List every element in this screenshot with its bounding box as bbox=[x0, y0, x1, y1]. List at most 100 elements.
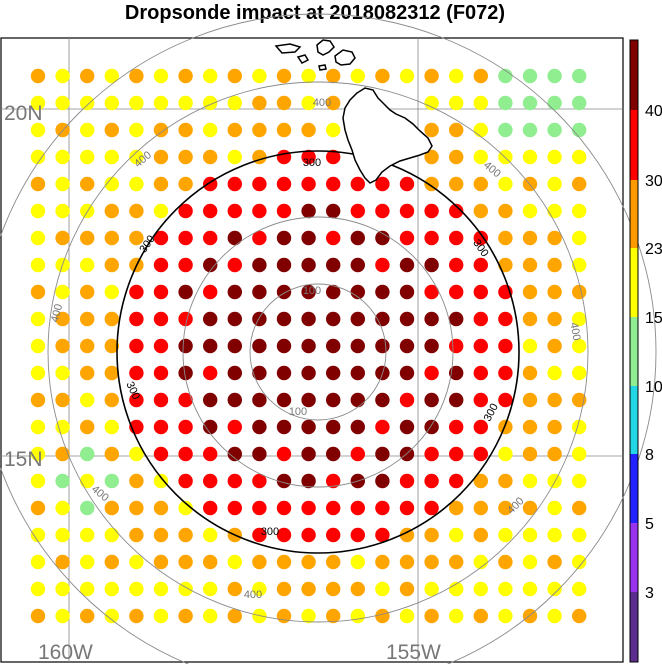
impact-dot bbox=[350, 446, 365, 462]
lat-label-20n: 20N bbox=[4, 102, 43, 125]
impact-dot bbox=[547, 554, 562, 570]
impact-dot bbox=[449, 284, 464, 300]
impact-dot bbox=[129, 554, 144, 570]
impact-dot bbox=[227, 230, 242, 246]
impact-dot bbox=[301, 527, 316, 543]
impact-dot bbox=[227, 122, 242, 138]
impact-dot bbox=[350, 608, 365, 624]
impact-dot bbox=[55, 473, 70, 489]
impact-dot bbox=[375, 203, 390, 219]
impact-dot bbox=[104, 203, 120, 219]
impact-dot bbox=[276, 230, 292, 246]
impact-dot bbox=[522, 365, 538, 381]
impact-dot bbox=[350, 284, 365, 300]
impact-dot bbox=[522, 311, 538, 327]
impact-dot bbox=[399, 203, 415, 219]
impact-dot bbox=[252, 446, 267, 462]
impact-dot bbox=[276, 338, 292, 354]
colorbar-segment bbox=[630, 40, 638, 110]
impact-dot bbox=[350, 581, 365, 597]
impact-dot bbox=[522, 95, 538, 111]
impact-dot bbox=[449, 473, 464, 489]
impact-dot bbox=[129, 392, 144, 408]
impact-dot bbox=[498, 527, 513, 543]
impact-dot bbox=[399, 176, 415, 192]
coordinate-labels: 20N 15N 160W 155W bbox=[4, 102, 441, 664]
impact-dot bbox=[473, 230, 488, 246]
impact-dot bbox=[178, 338, 193, 354]
impact-dot bbox=[350, 500, 365, 516]
impact-dot bbox=[104, 95, 120, 111]
impact-dot bbox=[178, 95, 193, 111]
label-100-bottom: 100 bbox=[289, 406, 307, 418]
impact-dot bbox=[572, 500, 587, 516]
impact-dot bbox=[153, 149, 169, 165]
impact-dot bbox=[326, 122, 341, 138]
impact-dot bbox=[301, 149, 316, 165]
colorbar-label: 40 bbox=[645, 103, 662, 120]
impact-dot bbox=[276, 122, 292, 138]
impact-dot bbox=[326, 608, 341, 624]
impact-dot bbox=[30, 203, 46, 219]
impact-dot bbox=[30, 419, 46, 435]
impact-dot bbox=[203, 284, 218, 300]
impact-dot bbox=[153, 338, 169, 354]
impact-dot bbox=[252, 554, 267, 570]
impact-dot bbox=[80, 311, 95, 327]
impact-dot bbox=[473, 392, 488, 408]
impact-dot bbox=[80, 554, 95, 570]
impact-dot bbox=[424, 176, 439, 192]
impact-dot bbox=[55, 392, 70, 408]
impact-dot bbox=[522, 338, 538, 354]
impact-dot bbox=[129, 473, 144, 489]
impact-dot bbox=[227, 338, 242, 354]
colorbar-label: 15 bbox=[645, 310, 662, 327]
impact-dot bbox=[178, 527, 193, 543]
impact-dot bbox=[326, 338, 341, 354]
impact-dot bbox=[572, 608, 587, 624]
impact-dot bbox=[326, 176, 341, 192]
impact-dot bbox=[30, 365, 46, 381]
impact-dot bbox=[55, 527, 70, 543]
impact-dot bbox=[129, 338, 144, 354]
impact-dot bbox=[252, 230, 267, 246]
impact-dot bbox=[375, 473, 390, 489]
impact-dot bbox=[522, 419, 538, 435]
impact-dot bbox=[276, 176, 292, 192]
impact-dot bbox=[178, 203, 193, 219]
impact-dot bbox=[473, 311, 488, 327]
impact-dot bbox=[203, 257, 218, 273]
impact-dot bbox=[178, 473, 193, 489]
impact-dot bbox=[276, 500, 292, 516]
impact-dot bbox=[350, 365, 365, 381]
impact-dot bbox=[227, 554, 242, 570]
impact-dot bbox=[178, 311, 193, 327]
impact-dot bbox=[80, 230, 95, 246]
impact-dot bbox=[572, 230, 587, 246]
colorbar-segment bbox=[630, 386, 638, 454]
impact-dot bbox=[203, 554, 218, 570]
impact-dot bbox=[178, 365, 193, 381]
impact-dot bbox=[473, 122, 488, 138]
impact-dot bbox=[326, 203, 341, 219]
impact-dot bbox=[203, 419, 218, 435]
impact-dot bbox=[30, 527, 46, 543]
label-300-bottom: 300 bbox=[261, 526, 279, 538]
impact-dot bbox=[424, 257, 439, 273]
impact-dot bbox=[276, 419, 292, 435]
impact-dot bbox=[473, 95, 488, 111]
impact-dot bbox=[326, 500, 341, 516]
impact-dot bbox=[80, 608, 95, 624]
impact-dot bbox=[203, 500, 218, 516]
impact-dot bbox=[449, 608, 464, 624]
impact-dot bbox=[301, 419, 316, 435]
impact-dot bbox=[203, 122, 218, 138]
impact-dot bbox=[153, 554, 169, 570]
impact-dot bbox=[153, 608, 169, 624]
impact-dot bbox=[178, 554, 193, 570]
impact-dot bbox=[227, 446, 242, 462]
impact-dot bbox=[30, 176, 46, 192]
impact-dot bbox=[252, 473, 267, 489]
impact-dot bbox=[522, 257, 538, 273]
impact-dot bbox=[375, 608, 390, 624]
